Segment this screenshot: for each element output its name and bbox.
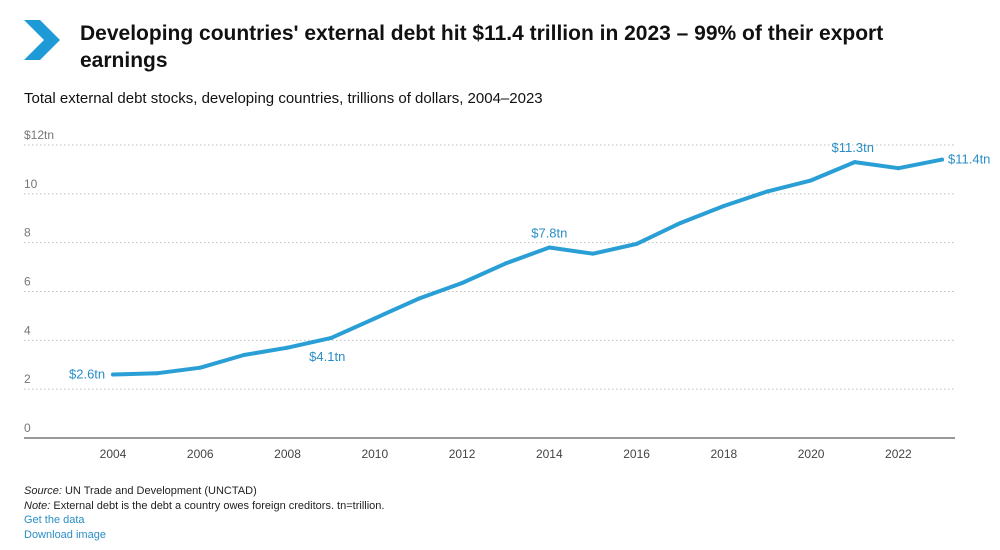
x-tick-label-2022: 2022 bbox=[885, 447, 912, 461]
data-point-2008 bbox=[285, 345, 290, 350]
y-tick-label-8: 8 bbox=[24, 226, 31, 240]
data-point-2018 bbox=[721, 204, 726, 209]
data-point-2013 bbox=[503, 261, 508, 266]
data-point-2016 bbox=[634, 241, 639, 246]
x-tick-label-2010: 2010 bbox=[361, 447, 388, 461]
data-point-2017 bbox=[678, 221, 683, 226]
data-label-2004: $2.6tn bbox=[69, 367, 105, 382]
line-chart: 0 2 4 6 8 10 $12tn 2004 2006 2008 2010 2012 2014 2016… bbox=[24, 128, 990, 461]
y-tick-label-0: 0 bbox=[24, 421, 31, 435]
data-label-2021: $11.3tn bbox=[832, 140, 874, 155]
download-image-link[interactable]: Download image bbox=[24, 528, 106, 541]
data-point-2004 bbox=[111, 372, 115, 377]
source-line: Source: UN Trade and Development (UNCTAD… bbox=[24, 484, 384, 499]
data-point-2015 bbox=[590, 251, 595, 256]
y-tick-label-6: 6 bbox=[24, 275, 31, 289]
chart-footer: Source: UN Trade and Development (UNCTAD… bbox=[24, 484, 384, 542]
data-label-2023: $11.4tn bbox=[948, 152, 990, 167]
x-tick-label-2016: 2016 bbox=[623, 447, 650, 461]
chart-title: Developing countries' external debt hit … bbox=[80, 22, 884, 72]
source-label: Source: bbox=[24, 485, 62, 497]
chevron-logo-icon bbox=[24, 20, 60, 60]
y-tick-label-2: 2 bbox=[24, 372, 31, 386]
x-tick-label-2020: 2020 bbox=[798, 447, 825, 461]
data-point-2007 bbox=[241, 352, 246, 357]
data-point-2011 bbox=[416, 296, 421, 301]
y-tick-label-12: $12tn bbox=[24, 128, 54, 142]
data-point-2019 bbox=[765, 189, 770, 194]
data-label-2009: $4.1tn bbox=[309, 349, 345, 364]
data-point-2014 bbox=[547, 245, 552, 250]
data-point-2021 bbox=[852, 160, 857, 165]
x-tick-label-2006: 2006 bbox=[187, 447, 214, 461]
y-tick-label-4: 4 bbox=[24, 323, 31, 337]
y-tick-label-10: 10 bbox=[24, 177, 38, 191]
chart-subtitle: Total external debt stocks, developing c… bbox=[24, 90, 543, 107]
data-point-2012 bbox=[460, 280, 465, 285]
data-point-2009 bbox=[329, 335, 334, 340]
x-tick-label-2012: 2012 bbox=[449, 447, 476, 461]
data-point-2005 bbox=[154, 371, 159, 376]
data-label-2014: $7.8tn bbox=[531, 226, 567, 241]
data-point-2023 bbox=[940, 157, 944, 162]
note-label: Note: bbox=[24, 499, 51, 512]
source-text: UN Trade and Development (UNCTAD) bbox=[61, 485, 257, 497]
note-line: Note: External debt is the debt a countr… bbox=[24, 499, 384, 514]
data-point-2022 bbox=[896, 166, 901, 171]
data-point-2010 bbox=[372, 316, 377, 321]
x-tick-label-2004: 2004 bbox=[100, 447, 127, 461]
x-tick-label-2014: 2014 bbox=[536, 447, 563, 461]
x-tick-label-2008: 2008 bbox=[274, 447, 301, 461]
note-text: External debt is the debt a country owes… bbox=[50, 499, 385, 512]
data-point-2006 bbox=[198, 365, 203, 370]
get-data-link[interactable]: Get the data bbox=[24, 514, 85, 526]
data-point-2020 bbox=[809, 178, 814, 183]
x-tick-label-2018: 2018 bbox=[710, 447, 737, 461]
series-line-0 bbox=[111, 157, 944, 377]
